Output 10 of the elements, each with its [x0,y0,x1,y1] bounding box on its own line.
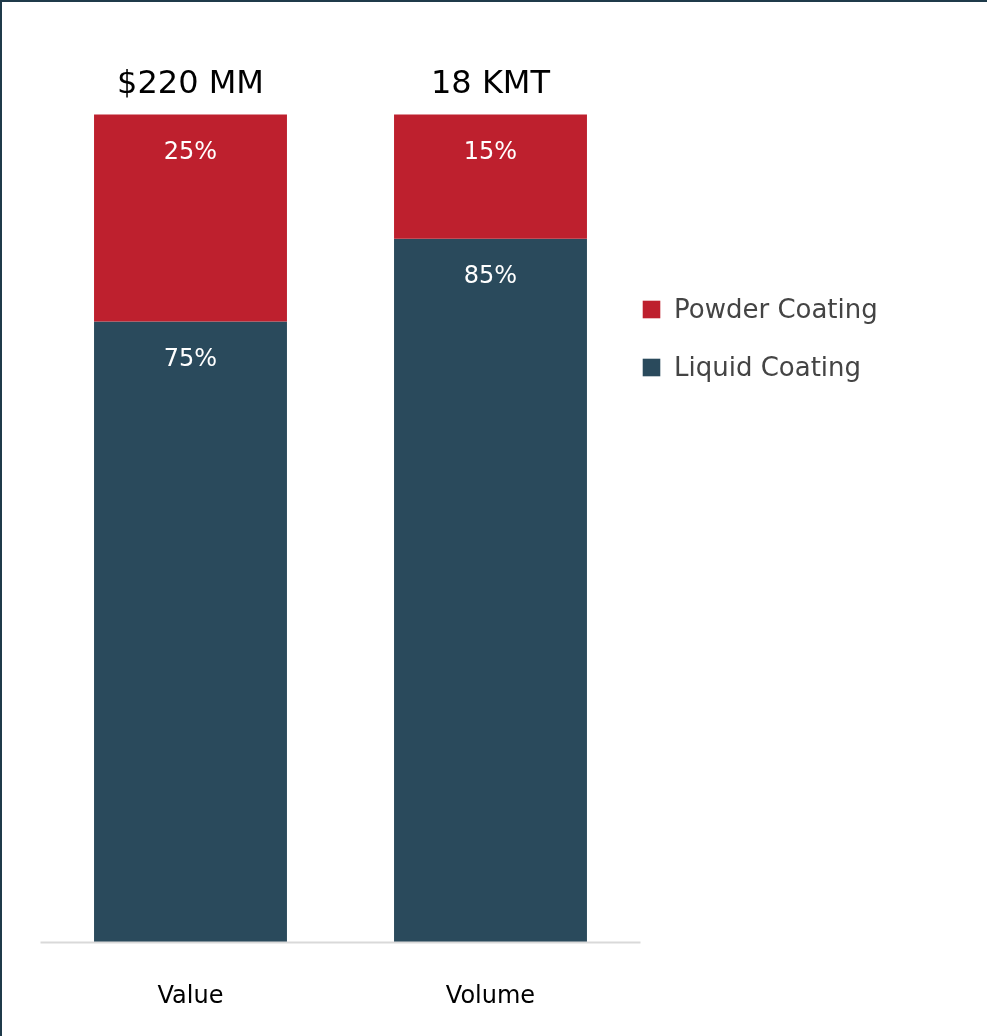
data-label: 75% [163,343,218,372]
legend-label: Powder Coating [674,294,878,324]
x-tick-label: Value [157,980,224,1009]
annotation: $220 MM [117,62,264,101]
x-tick-label: Volume [445,980,536,1009]
annotation: 18 KMT [430,62,551,101]
data-label: 85% [463,260,518,289]
data-label: 25% [163,136,218,165]
data-label: 15% [463,136,518,165]
legend-label: Liquid Coating [674,352,862,382]
